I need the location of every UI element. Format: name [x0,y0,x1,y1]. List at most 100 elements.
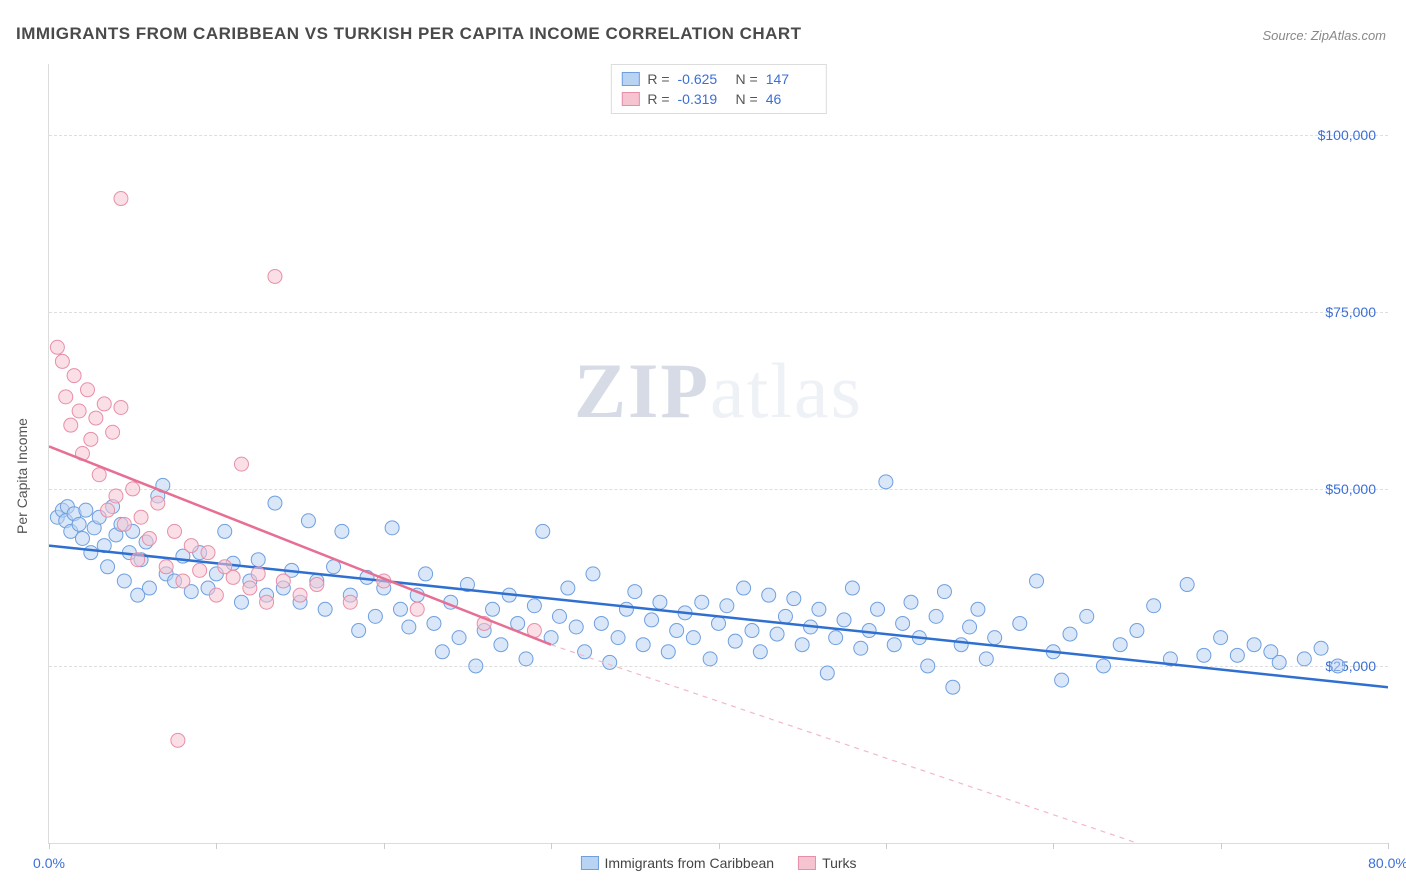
r-label: R = [647,71,669,87]
x-tick [216,843,217,849]
scatter-point [661,645,675,659]
chart-title: IMMIGRANTS FROM CARIBBEAN VS TURKISH PER… [16,24,802,44]
scatter-point [770,627,784,641]
scatter-point [569,620,583,634]
scatter-point [184,539,198,553]
n-label: N = [736,71,758,87]
scatter-point [578,645,592,659]
scatter-point [419,567,433,581]
scatter-point [1297,652,1311,666]
scatter-point [494,638,508,652]
scatter-point [126,482,140,496]
scatter-point [1214,631,1228,645]
scatter-point [820,666,834,680]
n-label: N = [736,91,758,107]
scatter-point [1230,648,1244,662]
trend-line-extension [551,645,1137,843]
scatter-point [1030,574,1044,588]
scatter-point [787,592,801,606]
scatter-point [234,457,248,471]
scatter-point [946,680,960,694]
scatter-point [896,616,910,630]
scatter-point [720,599,734,613]
x-tick [384,843,385,849]
scatter-point [114,400,128,414]
scatter-point [519,652,533,666]
scatter-point [260,595,274,609]
scatter-point [1080,609,1094,623]
swatch-caribbean-icon [580,856,598,870]
scatter-point [1180,578,1194,592]
scatter-point [352,624,366,638]
y-axis-label: Per Capita Income [14,418,30,534]
scatter-point [1130,624,1144,638]
scatter-point [117,517,131,531]
scatter-point [1063,627,1077,641]
x-tick [1388,843,1389,849]
scatter-point [101,503,115,517]
scatter-point [209,588,223,602]
scatter-point [703,652,717,666]
scatter-point [67,369,81,383]
scatter-point [385,521,399,535]
scatter-point [393,602,407,616]
scatter-point [75,531,89,545]
series-legend: Immigrants from Caribbean Turks [580,855,856,871]
n-value-turks: 46 [766,91,816,107]
legend-label-turks: Turks [822,855,856,871]
scatter-point [527,599,541,613]
x-tick [49,843,50,849]
trend-line [49,446,551,644]
scatter-point [1314,641,1328,655]
scatter-point [97,397,111,411]
legend-row-caribbean: R = -0.625 N = 147 [621,69,815,89]
scatter-point [988,631,1002,645]
scatter-point [101,560,115,574]
scatter-point [134,510,148,524]
scatter-point [879,475,893,489]
scatter-point [452,631,466,645]
scatter-point [1197,648,1211,662]
x-tick [551,843,552,849]
scatter-point [435,645,449,659]
scatter-point [201,546,215,560]
scatter-point [117,574,131,588]
scatter-point [636,638,650,652]
scatter-point [561,581,575,595]
scatter-point [963,620,977,634]
scatter-point [1055,673,1069,687]
scatter-point [762,588,776,602]
scatter-point [310,578,324,592]
scatter-point [1113,638,1127,652]
scatter-point [243,581,257,595]
scatter-point [1096,659,1110,673]
scatter-point [268,269,282,283]
scatter-point [131,553,145,567]
scatter-point [318,602,332,616]
scatter-point [712,616,726,630]
scatter-point [142,531,156,545]
scatter-point [486,602,500,616]
scatter-point [603,655,617,669]
scatter-point [80,383,94,397]
scatter-point [106,425,120,439]
scatter-point [427,616,441,630]
scatter-point [887,638,901,652]
scatter-point [151,496,165,510]
scatter-point [226,570,240,584]
scatter-point [979,652,993,666]
scatter-point [837,613,851,627]
r-label: R = [647,91,669,107]
scatter-point [611,631,625,645]
scatter-point [218,524,232,538]
scatter-point [89,411,103,425]
scatter-point [971,602,985,616]
scatter-point [59,390,73,404]
swatch-turks [621,92,639,106]
scatter-point [728,634,742,648]
scatter-point [645,613,659,627]
r-value-caribbean: -0.625 [678,71,728,87]
scatter-point [753,645,767,659]
x-tick [1221,843,1222,849]
scatter-point [628,585,642,599]
